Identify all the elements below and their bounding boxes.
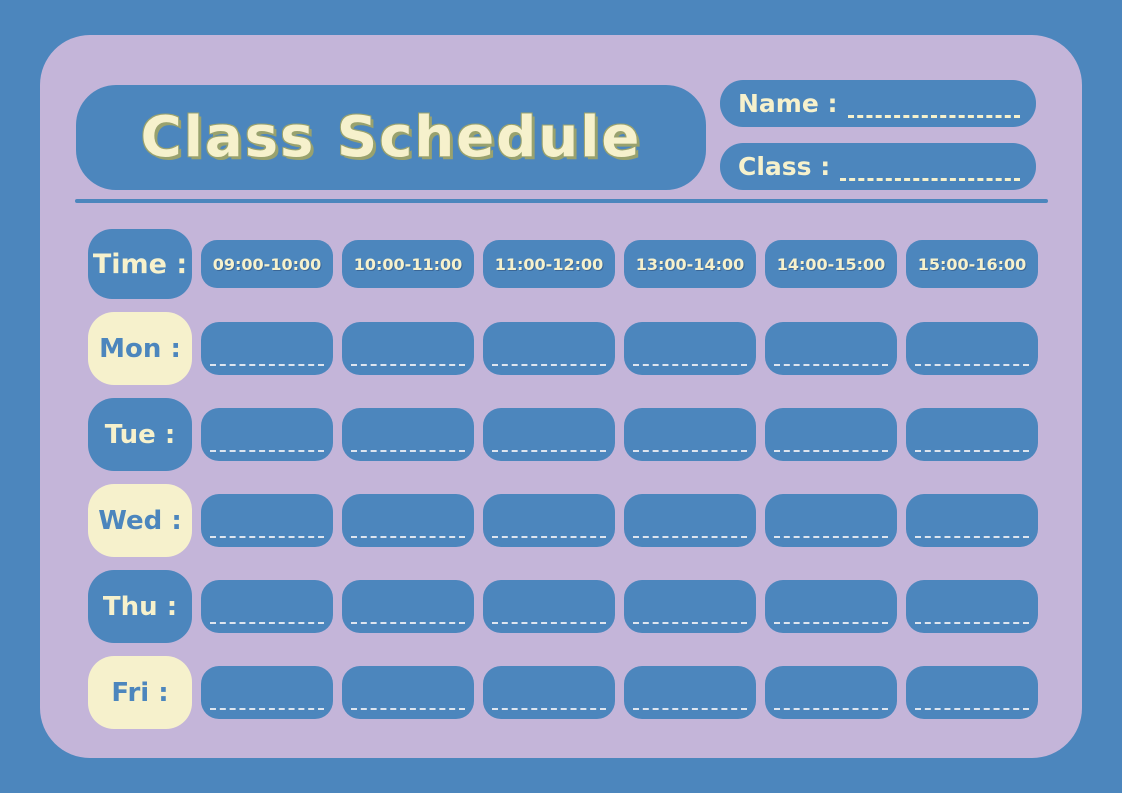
write-line [915, 536, 1029, 538]
header-divider [75, 199, 1048, 203]
schedule-cell-tue-3[interactable] [483, 408, 615, 461]
write-line [210, 364, 324, 366]
name-class-fields: Name : Class : [720, 80, 1036, 190]
write-line [633, 364, 747, 366]
write-line [633, 622, 747, 624]
schedule-cell-fri-1[interactable] [201, 666, 333, 719]
schedule-cell-wed-3[interactable] [483, 494, 615, 547]
time-slot-6: 15:00-16:00 [906, 240, 1038, 288]
schedule-cell-fri-5[interactable] [765, 666, 897, 719]
name-field: Name : [720, 80, 1036, 127]
write-line [774, 450, 888, 452]
write-line [351, 536, 465, 538]
schedule-cell-mon-2[interactable] [342, 322, 474, 375]
schedule-cell-tue-5[interactable] [765, 408, 897, 461]
write-line [915, 450, 1029, 452]
write-line [492, 450, 606, 452]
name-label: Name : [738, 89, 838, 118]
write-line [210, 536, 324, 538]
write-line [915, 364, 1029, 366]
write-line [774, 622, 888, 624]
write-line [915, 622, 1029, 624]
write-line [915, 708, 1029, 710]
schedule-cell-tue-6[interactable] [906, 408, 1038, 461]
time-slot-2: 10:00-11:00 [342, 240, 474, 288]
day-label-thu: Thu : [88, 570, 192, 643]
schedule-cell-tue-4[interactable] [624, 408, 756, 461]
header: Class Schedule Name : Class : [76, 80, 1036, 190]
schedule-grid: Time : 09:00-10:00 10:00-11:00 11:00-12:… [88, 229, 1038, 729]
write-line [210, 708, 324, 710]
page-title: Class Schedule [140, 105, 642, 170]
time-slot-1: 09:00-10:00 [201, 240, 333, 288]
write-line [351, 450, 465, 452]
schedule-cell-tue-1[interactable] [201, 408, 333, 461]
title-box: Class Schedule [76, 85, 706, 190]
write-line [351, 364, 465, 366]
schedule-cell-wed-5[interactable] [765, 494, 897, 547]
time-slot-5: 14:00-15:00 [765, 240, 897, 288]
day-label-mon: Mon : [88, 312, 192, 385]
time-slot-4: 13:00-14:00 [624, 240, 756, 288]
write-line [492, 364, 606, 366]
schedule-cell-wed-2[interactable] [342, 494, 474, 547]
write-line [633, 536, 747, 538]
schedule-card: Class Schedule Name : Class : Time : 09:… [40, 35, 1082, 758]
write-line [774, 536, 888, 538]
schedule-cell-wed-6[interactable] [906, 494, 1038, 547]
schedule-cell-mon-6[interactable] [906, 322, 1038, 375]
schedule-cell-thu-1[interactable] [201, 580, 333, 633]
name-write-line[interactable] [847, 115, 1020, 118]
schedule-cell-wed-4[interactable] [624, 494, 756, 547]
schedule-cell-fri-6[interactable] [906, 666, 1038, 719]
write-line [210, 622, 324, 624]
schedule-cell-fri-4[interactable] [624, 666, 756, 719]
class-write-line[interactable] [840, 178, 1020, 181]
day-label-wed: Wed : [88, 484, 192, 557]
write-line [492, 536, 606, 538]
schedule-cell-mon-5[interactable] [765, 322, 897, 375]
write-line [633, 708, 747, 710]
write-line [210, 450, 324, 452]
write-line [774, 708, 888, 710]
schedule-cell-mon-1[interactable] [201, 322, 333, 375]
write-line [492, 708, 606, 710]
schedule-cell-fri-3[interactable] [483, 666, 615, 719]
write-line [492, 622, 606, 624]
time-slot-3: 11:00-12:00 [483, 240, 615, 288]
class-field: Class : [720, 143, 1036, 190]
schedule-cell-thu-4[interactable] [624, 580, 756, 633]
day-label-fri: Fri : [88, 656, 192, 729]
schedule-cell-mon-4[interactable] [624, 322, 756, 375]
schedule-cell-wed-1[interactable] [201, 494, 333, 547]
schedule-cell-mon-3[interactable] [483, 322, 615, 375]
schedule-cell-tue-2[interactable] [342, 408, 474, 461]
schedule-cell-thu-3[interactable] [483, 580, 615, 633]
write-line [351, 622, 465, 624]
schedule-cell-fri-2[interactable] [342, 666, 474, 719]
class-label: Class : [738, 152, 831, 181]
schedule-cell-thu-2[interactable] [342, 580, 474, 633]
write-line [351, 708, 465, 710]
write-line [633, 450, 747, 452]
schedule-cell-thu-5[interactable] [765, 580, 897, 633]
time-header-label: Time : [88, 229, 192, 299]
day-label-tue: Tue : [88, 398, 192, 471]
write-line [774, 364, 888, 366]
schedule-cell-thu-6[interactable] [906, 580, 1038, 633]
